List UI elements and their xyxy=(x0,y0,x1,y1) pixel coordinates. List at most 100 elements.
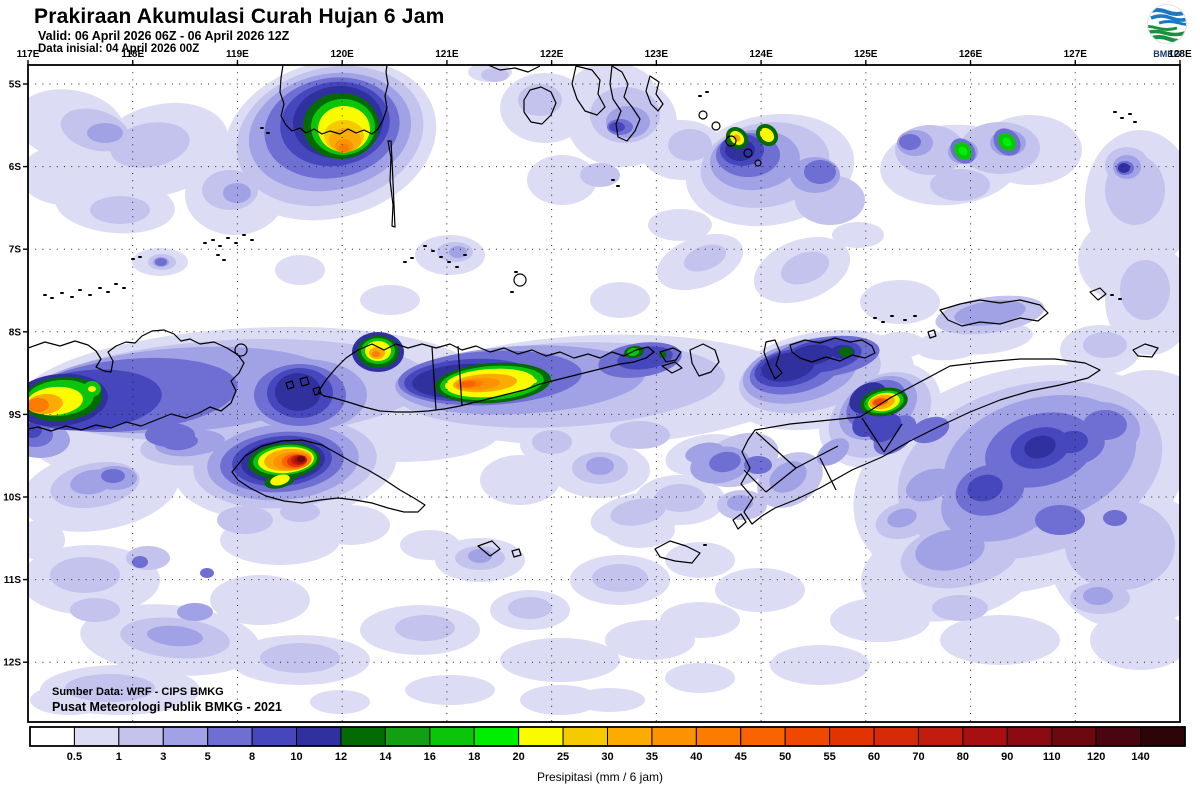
islet-dot xyxy=(114,283,118,285)
islet-dot xyxy=(1133,121,1137,123)
coast-tukangbesi-3 xyxy=(725,135,737,147)
lat-label: 7S xyxy=(9,245,22,256)
coast-pantar xyxy=(763,339,783,380)
colorbar-cell xyxy=(73,726,120,747)
rain-blob xyxy=(520,685,600,715)
boundary-flores xyxy=(431,345,463,411)
rain-blob xyxy=(155,258,167,266)
colorbar-caption: Presipitasi (mm / 6 jam) xyxy=(537,770,663,784)
rain-blob xyxy=(790,344,834,366)
colorbar-cell xyxy=(829,726,875,747)
islet-dot xyxy=(403,261,407,263)
lon-label: 118E xyxy=(121,49,144,60)
colorbar-cell xyxy=(118,726,164,747)
coast-adonara xyxy=(659,347,682,363)
coast-selayar xyxy=(387,140,396,228)
lat-label: 6S xyxy=(9,162,22,173)
islet-dot xyxy=(423,245,427,247)
islet-dot xyxy=(234,242,238,244)
islet-dot xyxy=(78,289,82,291)
bmkg-logo: BMKG xyxy=(1140,2,1194,64)
coast-timor xyxy=(740,358,1101,525)
rain-blob xyxy=(874,332,926,358)
rain-blob xyxy=(1103,510,1127,526)
coast-wetar xyxy=(939,299,1049,327)
islet-dot xyxy=(1113,111,1117,113)
colorbar-cell xyxy=(384,726,431,747)
rain-blob xyxy=(500,638,620,682)
graticule-layer xyxy=(28,65,1180,722)
coast-savu-1 xyxy=(477,540,501,557)
rain-blob xyxy=(770,645,870,685)
islets-layer xyxy=(43,91,1137,546)
colorbar-tick-label: 90 xyxy=(1001,751,1013,763)
rain-blob xyxy=(126,546,170,570)
rain-blob xyxy=(65,674,155,702)
colorbar-cell xyxy=(518,726,564,747)
coast-south-sulawesi xyxy=(279,65,389,135)
colorbar-tick-label: 20 xyxy=(513,751,525,763)
colorbar-tick-label: 25 xyxy=(557,751,569,763)
rain-blob xyxy=(930,169,990,201)
rain-blob xyxy=(683,244,727,272)
colorbar-tick-label: 110 xyxy=(1043,751,1061,763)
rain-blob xyxy=(28,422,42,438)
rain-shading-layer xyxy=(28,65,1180,715)
lon-label: 128E xyxy=(1168,49,1192,60)
rain-blob xyxy=(132,556,148,568)
coast-tukangbesi-5 xyxy=(754,159,762,167)
rain-blob xyxy=(910,416,950,444)
coast-buton xyxy=(609,65,641,142)
rain-blob xyxy=(839,347,853,357)
rain-blob xyxy=(592,564,648,592)
islet-dot xyxy=(43,294,47,296)
rain-blob xyxy=(88,386,96,392)
rain-blob xyxy=(1083,332,1127,358)
rain-blob xyxy=(1118,163,1130,173)
islet-dot xyxy=(222,259,226,261)
islet-dot xyxy=(903,319,907,321)
rain-blob xyxy=(1090,610,1180,670)
colorbar-cell xyxy=(296,726,342,747)
colorbar-cell xyxy=(429,726,475,747)
rain-blob xyxy=(733,134,741,142)
rain-blob xyxy=(360,285,420,315)
coast-top-fragment xyxy=(487,65,541,73)
colorbar-cell xyxy=(962,726,1008,747)
islet-dot xyxy=(203,242,207,244)
colorbar-cell xyxy=(651,726,697,747)
colorbar-cell xyxy=(695,726,742,747)
islet-dot xyxy=(216,254,220,256)
colorbar-cell xyxy=(607,726,653,747)
rain-blob xyxy=(590,282,650,318)
islet-dot xyxy=(88,294,92,296)
rain-blob xyxy=(532,430,572,454)
rain-blob xyxy=(709,451,741,473)
rain-blob xyxy=(586,457,614,475)
coast-romang xyxy=(1089,287,1107,301)
rain-blob xyxy=(217,506,273,534)
rain-blob xyxy=(1035,505,1085,535)
islet-dot xyxy=(447,261,451,263)
islet-dot xyxy=(138,256,142,258)
rain-blob xyxy=(405,675,495,705)
coast-komodo-2 xyxy=(299,376,310,387)
colorbar-tick-label: 16 xyxy=(424,751,436,763)
colorbar-tick-label: 50 xyxy=(779,751,791,763)
rain-blob xyxy=(1065,500,1175,590)
colorbar-tick-label: 35 xyxy=(646,751,658,763)
colorbar-tick-label: 120 xyxy=(1087,751,1105,763)
rain-blob xyxy=(297,455,305,463)
coast-damar xyxy=(1132,343,1159,358)
rain-blob xyxy=(223,183,251,203)
rain-blob xyxy=(816,438,850,466)
islet-dot xyxy=(455,266,459,268)
rain-blob xyxy=(660,602,740,638)
rain-blob xyxy=(145,423,195,447)
rain-blob xyxy=(655,484,705,512)
lat-label: 12S xyxy=(3,658,21,669)
rain-blob xyxy=(1024,435,1056,459)
lon-label: 123E xyxy=(645,49,669,60)
coast-flores xyxy=(317,343,655,413)
colorbar-cell xyxy=(740,726,786,747)
